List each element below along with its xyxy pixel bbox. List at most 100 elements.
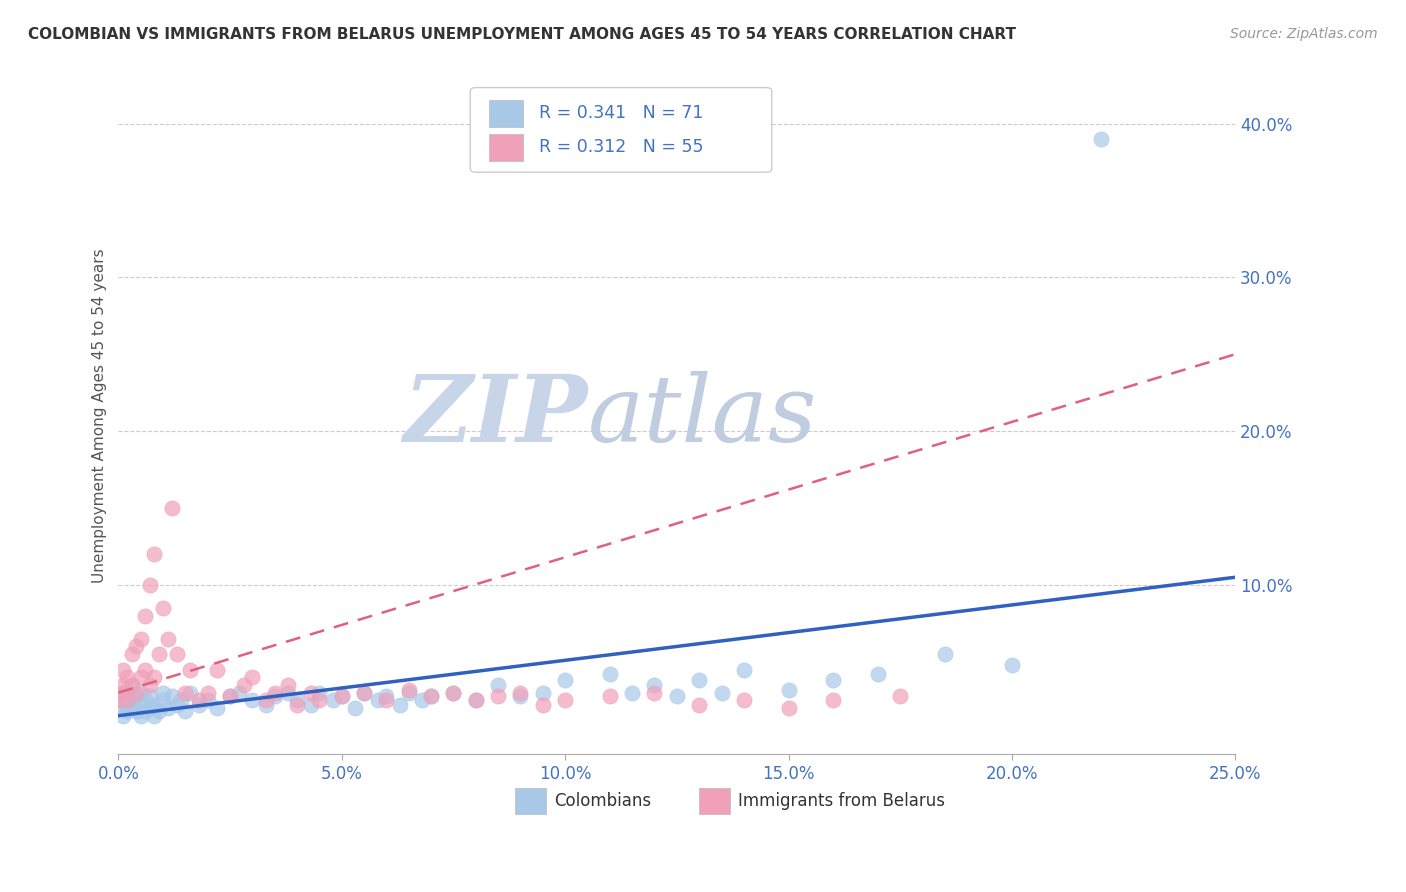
Point xyxy=(117,670,139,684)
Point xyxy=(111,663,134,677)
Point xyxy=(285,693,308,707)
Point xyxy=(554,693,576,707)
Point xyxy=(174,704,197,718)
Point xyxy=(107,701,129,715)
Point xyxy=(152,693,174,707)
Point xyxy=(166,647,188,661)
Point xyxy=(531,685,554,699)
Point xyxy=(117,698,139,712)
Text: Source: ZipAtlas.com: Source: ZipAtlas.com xyxy=(1230,27,1378,41)
Point xyxy=(129,632,152,646)
Text: atlas: atlas xyxy=(588,371,817,461)
Text: Colombians: Colombians xyxy=(554,792,651,810)
Point xyxy=(143,708,166,723)
Point xyxy=(219,689,242,703)
Point xyxy=(710,685,733,699)
Point xyxy=(187,693,209,707)
Point xyxy=(205,663,228,677)
Point xyxy=(148,647,170,661)
Point xyxy=(138,701,160,715)
Point xyxy=(125,640,148,654)
Point xyxy=(934,647,956,661)
Point xyxy=(129,708,152,723)
Point xyxy=(205,701,228,715)
Point xyxy=(330,689,353,703)
FancyBboxPatch shape xyxy=(489,100,523,127)
Point xyxy=(375,689,398,703)
Point xyxy=(621,685,644,699)
Point xyxy=(125,704,148,718)
Point xyxy=(733,693,755,707)
Point xyxy=(197,685,219,699)
Point xyxy=(299,685,322,699)
Y-axis label: Unemployment Among Ages 45 to 54 years: Unemployment Among Ages 45 to 54 years xyxy=(93,249,107,583)
Point xyxy=(138,678,160,692)
Point xyxy=(121,701,143,715)
Point xyxy=(170,693,193,707)
Point xyxy=(375,693,398,707)
Point xyxy=(411,693,433,707)
Point xyxy=(138,578,160,592)
Point xyxy=(823,673,845,688)
Point xyxy=(134,663,156,677)
Point xyxy=(322,693,344,707)
Point xyxy=(1001,657,1024,672)
Point xyxy=(138,689,160,703)
Point xyxy=(554,673,576,688)
Point xyxy=(111,693,134,707)
Point xyxy=(125,685,148,699)
Point xyxy=(285,698,308,712)
Point xyxy=(129,698,152,712)
Point xyxy=(143,698,166,712)
Point xyxy=(254,693,277,707)
Point xyxy=(134,693,156,707)
Point xyxy=(509,685,531,699)
Point xyxy=(1090,132,1112,146)
Point xyxy=(254,698,277,712)
Point xyxy=(277,678,299,692)
Point xyxy=(219,689,242,703)
Point xyxy=(420,689,443,703)
Point xyxy=(121,678,143,692)
Point xyxy=(367,693,389,707)
Point xyxy=(134,704,156,718)
Point xyxy=(242,693,264,707)
Point xyxy=(117,689,139,703)
Point xyxy=(299,698,322,712)
Point xyxy=(486,678,509,692)
Point xyxy=(107,693,129,707)
Point xyxy=(509,689,531,703)
Point xyxy=(398,682,420,697)
Point xyxy=(665,689,688,703)
Point xyxy=(166,698,188,712)
Point xyxy=(344,701,367,715)
Point xyxy=(353,685,375,699)
Point xyxy=(733,663,755,677)
Text: ZIP: ZIP xyxy=(404,371,588,461)
Point xyxy=(308,693,330,707)
Point xyxy=(263,685,285,699)
FancyBboxPatch shape xyxy=(515,788,546,814)
Point xyxy=(599,667,621,681)
Point xyxy=(156,632,179,646)
Point xyxy=(398,685,420,699)
Point xyxy=(143,670,166,684)
Point xyxy=(117,704,139,718)
Point xyxy=(179,685,201,699)
Point xyxy=(232,678,254,692)
Point xyxy=(242,670,264,684)
Text: Immigrants from Belarus: Immigrants from Belarus xyxy=(738,792,945,810)
Point xyxy=(156,701,179,715)
Point xyxy=(121,693,143,707)
Point xyxy=(148,704,170,718)
Point xyxy=(688,673,710,688)
Point xyxy=(129,685,152,699)
Point xyxy=(420,689,443,703)
Point xyxy=(443,685,465,699)
Point xyxy=(889,689,911,703)
Point xyxy=(353,685,375,699)
Point xyxy=(308,685,330,699)
Point xyxy=(599,689,621,703)
Point xyxy=(187,698,209,712)
Point xyxy=(111,685,134,699)
